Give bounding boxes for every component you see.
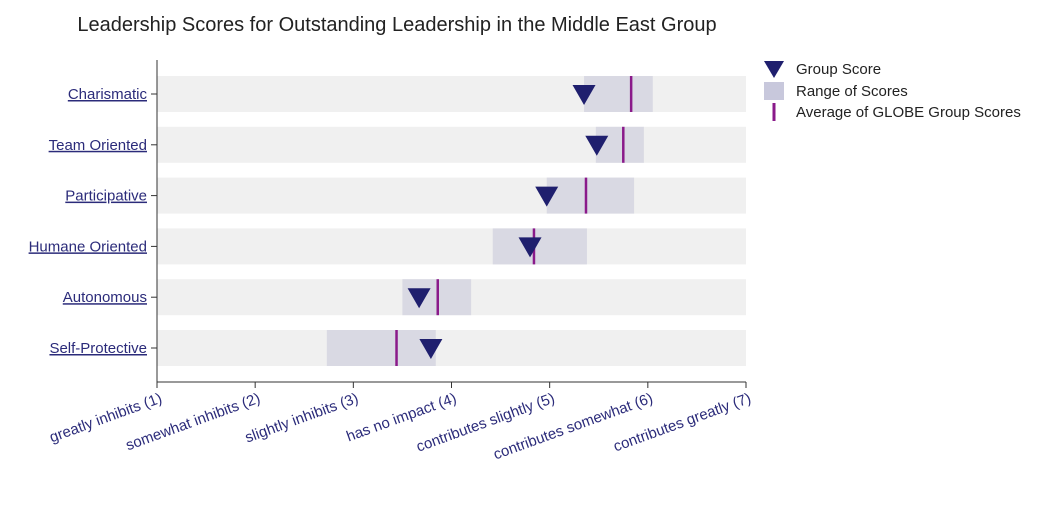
range-bar	[326, 330, 436, 366]
group-score-marker	[585, 135, 609, 156]
category-label[interactable]: Charismatic	[68, 86, 148, 103]
category-label[interactable]: Humane Oriented	[29, 238, 147, 255]
row-band	[157, 330, 746, 366]
averages-layer	[395, 76, 633, 366]
chart-title: Leadership Scores for Outstanding Leader…	[77, 14, 716, 36]
category-label[interactable]: Participative	[65, 188, 147, 205]
range-bar	[492, 228, 587, 265]
legend-range-icon	[764, 82, 784, 100]
group-score-marker	[572, 85, 596, 105]
bands-layer	[157, 76, 746, 366]
legend-label: Range of Scores	[796, 83, 908, 100]
range-bar	[546, 177, 635, 214]
legend: Group Score Range of Scores Average of GLO…	[764, 61, 1021, 121]
legend-label: Group Score	[796, 61, 881, 78]
group-score-marker	[518, 237, 542, 258]
range-bar	[584, 76, 653, 112]
category-label[interactable]: Self-Protective	[49, 340, 147, 357]
row-band	[157, 177, 746, 214]
x-tick-label: slightly inhibits (3)	[243, 390, 361, 447]
row-band	[157, 126, 746, 163]
group-score-marker	[407, 288, 431, 309]
ranges-layer	[326, 76, 653, 366]
group-score-marker	[535, 186, 559, 207]
x-tick-label: contributes somewhat (6)	[491, 390, 655, 464]
category-label[interactable]: Team Oriented	[49, 137, 147, 154]
row-band	[157, 76, 746, 112]
group-score-layer	[407, 85, 609, 359]
legend-score-icon	[764, 61, 784, 78]
legend-label: Average of GLOBE Group Scores	[796, 104, 1021, 121]
group-score-marker	[419, 339, 443, 359]
category-label[interactable]: Autonomous	[63, 289, 147, 306]
row-band	[157, 228, 746, 265]
range-bar	[595, 126, 644, 163]
